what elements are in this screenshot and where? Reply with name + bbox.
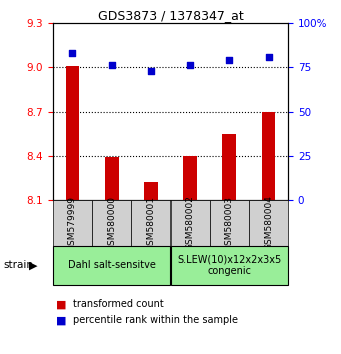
Text: percentile rank within the sample: percentile rank within the sample	[73, 315, 238, 325]
Bar	[92, 200, 131, 246]
Bar	[105, 157, 119, 200]
Bar	[53, 200, 92, 246]
Bar	[183, 156, 197, 200]
Bar	[249, 200, 288, 246]
Text: ▶: ▶	[29, 261, 38, 270]
Text: ■: ■	[56, 315, 67, 325]
Bar	[170, 200, 210, 246]
Text: GSM580003: GSM580003	[225, 195, 234, 251]
Text: GSM580004: GSM580004	[264, 195, 273, 251]
Bar	[53, 246, 170, 285]
Point	[148, 68, 153, 74]
Bar	[131, 200, 170, 246]
Text: Dahl salt-sensitve: Dahl salt-sensitve	[68, 261, 155, 270]
Point	[266, 54, 271, 59]
Point	[187, 63, 193, 68]
Bar	[65, 66, 79, 200]
Text: GSM580000: GSM580000	[107, 195, 116, 251]
Text: ■: ■	[56, 299, 67, 309]
Point	[226, 57, 232, 63]
Bar	[170, 246, 288, 285]
Point	[70, 50, 75, 56]
Text: strain: strain	[3, 261, 33, 270]
Text: GSM579999: GSM579999	[68, 195, 77, 251]
Text: GSM580002: GSM580002	[186, 195, 195, 251]
Bar	[144, 182, 158, 200]
Text: GSM580001: GSM580001	[146, 195, 155, 251]
Bar	[222, 133, 236, 200]
Text: transformed count: transformed count	[73, 299, 164, 309]
Bar	[262, 112, 276, 200]
Bar	[210, 200, 249, 246]
Text: S.LEW(10)x12x2x3x5
congenic: S.LEW(10)x12x2x3x5 congenic	[177, 255, 281, 276]
Title: GDS3873 / 1378347_at: GDS3873 / 1378347_at	[98, 9, 243, 22]
Point	[109, 63, 114, 68]
